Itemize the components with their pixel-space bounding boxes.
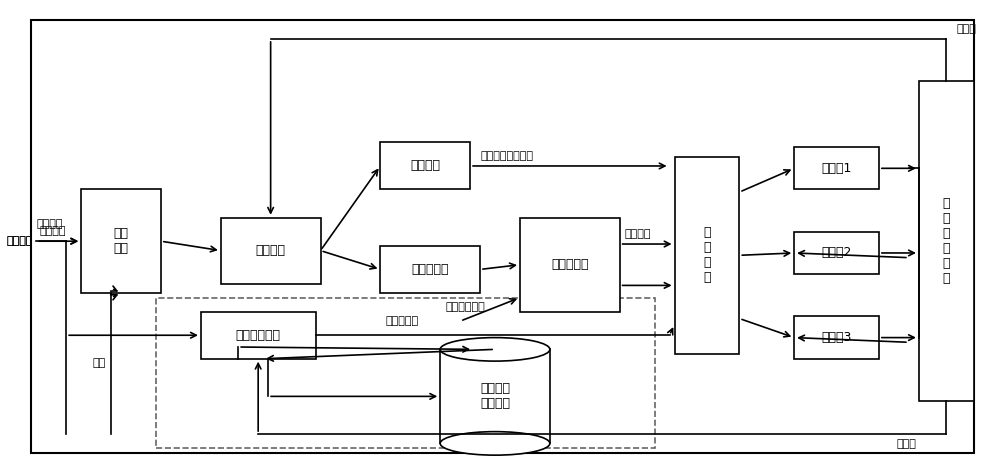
Text: 偏差判断: 偏差判断 — [256, 244, 286, 257]
Text: 协
调
计
算: 协 调 计 算 — [703, 226, 711, 284]
Bar — [440, 350, 550, 443]
Text: 实测值: 实测值 — [896, 438, 916, 449]
Bar — [380, 246, 480, 293]
Text: 控制点2: 控制点2 — [821, 246, 852, 260]
Bar — [675, 157, 739, 354]
Bar — [221, 218, 320, 283]
Text: 控制点3: 控制点3 — [821, 331, 852, 344]
Text: 操作参数保持不变: 操作参数保持不变 — [480, 151, 533, 161]
Bar — [794, 316, 879, 359]
Text: 控制点1: 控制点1 — [821, 162, 852, 175]
Text: 参数调整: 参数调整 — [625, 229, 651, 239]
Text: 操作模式优化: 操作模式优化 — [445, 302, 485, 312]
Text: 工况参数: 工况参数 — [6, 236, 33, 246]
Bar — [919, 81, 974, 401]
Bar — [201, 312, 316, 359]
Bar — [81, 190, 161, 293]
Bar — [794, 232, 879, 274]
Text: 正常状态: 正常状态 — [410, 159, 440, 173]
Bar — [794, 147, 879, 190]
Text: 实测值: 实测值 — [956, 24, 976, 35]
Ellipse shape — [440, 432, 550, 455]
Bar — [156, 298, 655, 448]
Text: 最优操作
模式集合: 最优操作 模式集合 — [480, 382, 510, 411]
Text: 复
杂
生
产
过
程: 复 杂 生 产 过 程 — [943, 197, 950, 285]
Bar — [520, 218, 620, 312]
Text: 非正常状态: 非正常状态 — [411, 263, 449, 276]
Text: 工况参数: 工况参数 — [6, 236, 33, 246]
Text: 预测
模型: 预测 模型 — [114, 227, 129, 255]
Text: 工况参数: 工况参数 — [36, 219, 63, 229]
Text: 自适应机构: 自适应机构 — [551, 258, 589, 271]
Text: 修正: 修正 — [93, 359, 106, 368]
Ellipse shape — [440, 338, 550, 361]
Text: 工况参数: 工况参数 — [39, 227, 66, 236]
Bar — [380, 142, 470, 190]
Text: 参数目标值: 参数目标值 — [385, 316, 418, 326]
Text: 操作模式匹配: 操作模式匹配 — [236, 329, 281, 342]
